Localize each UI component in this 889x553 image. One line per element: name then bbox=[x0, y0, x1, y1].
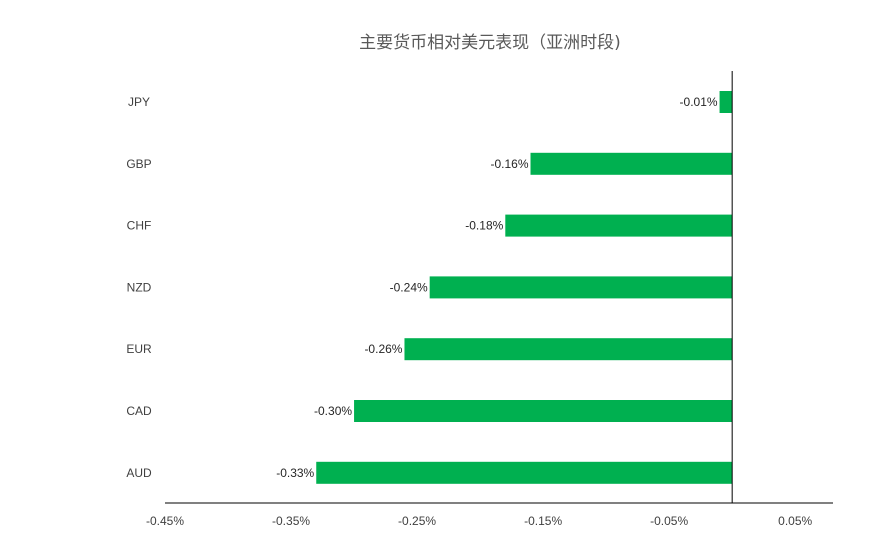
bar-aud bbox=[316, 461, 733, 484]
bar-nzd bbox=[429, 276, 733, 299]
category-label-eur: EUR bbox=[126, 342, 152, 356]
x-tick-label: 0.05% bbox=[778, 514, 812, 528]
x-tick-label: -0.25% bbox=[398, 514, 436, 528]
data-label-aud: -0.33% bbox=[276, 466, 314, 480]
axes-layer bbox=[165, 71, 833, 504]
bar-eur bbox=[404, 338, 733, 361]
bar-jpy bbox=[719, 91, 733, 113]
bar-cad bbox=[354, 400, 733, 422]
bars-layer bbox=[316, 91, 733, 484]
data-label-chf: -0.18% bbox=[465, 219, 503, 233]
data-label-nzd: -0.24% bbox=[390, 280, 428, 294]
category-label-aud: AUD bbox=[126, 466, 152, 480]
chart-title: 主要货币相对美元表现（亚洲时段) bbox=[359, 33, 621, 53]
data-label-gbp: -0.16% bbox=[490, 157, 528, 171]
bar-chf bbox=[505, 214, 733, 237]
category-label-jpy: JPY bbox=[128, 95, 150, 109]
category-label-gbp: GBP bbox=[126, 157, 151, 171]
bar-gbp bbox=[530, 152, 733, 175]
category-label-cad: CAD bbox=[126, 404, 152, 418]
x-tick-label: -0.15% bbox=[524, 514, 562, 528]
category-label-chf: CHF bbox=[127, 219, 152, 233]
data-label-eur: -0.26% bbox=[364, 342, 402, 356]
data-label-cad: -0.30% bbox=[314, 404, 352, 418]
x-tick-label: -0.05% bbox=[650, 514, 688, 528]
x-tick-label: -0.45% bbox=[146, 514, 184, 528]
x-tick-label: -0.35% bbox=[272, 514, 310, 528]
category-label-nzd: NZD bbox=[127, 280, 152, 294]
data-label-jpy: -0.01% bbox=[680, 95, 718, 109]
labels-layer: JPY -0.01% GBP -0.16% CHF -0.18% NZD -0.24% EUR -… bbox=[126, 95, 812, 528]
